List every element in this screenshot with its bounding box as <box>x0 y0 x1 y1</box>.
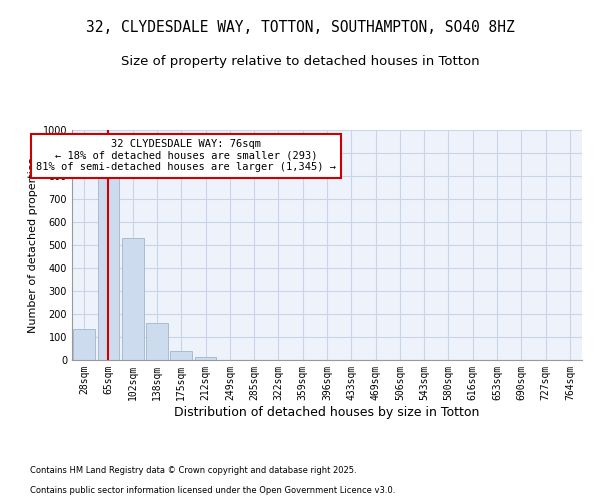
Y-axis label: Number of detached properties: Number of detached properties <box>28 158 38 332</box>
Bar <box>97 176 119 360</box>
Text: Size of property relative to detached houses in Totton: Size of property relative to detached ho… <box>121 55 479 68</box>
Bar <box>194 356 217 360</box>
Text: 32 CLYDESDALE WAY: 76sqm
← 18% of detached houses are smaller (293)
81% of semi-: 32 CLYDESDALE WAY: 76sqm ← 18% of detach… <box>36 139 336 172</box>
Bar <box>122 238 143 360</box>
Bar <box>146 323 168 360</box>
X-axis label: Distribution of detached houses by size in Totton: Distribution of detached houses by size … <box>175 406 479 418</box>
Bar <box>73 329 95 360</box>
Text: Contains public sector information licensed under the Open Government Licence v3: Contains public sector information licen… <box>30 486 395 495</box>
Bar <box>170 352 192 360</box>
Text: 32, CLYDESDALE WAY, TOTTON, SOUTHAMPTON, SO40 8HZ: 32, CLYDESDALE WAY, TOTTON, SOUTHAMPTON,… <box>86 20 514 35</box>
Text: Contains HM Land Registry data © Crown copyright and database right 2025.: Contains HM Land Registry data © Crown c… <box>30 466 356 475</box>
